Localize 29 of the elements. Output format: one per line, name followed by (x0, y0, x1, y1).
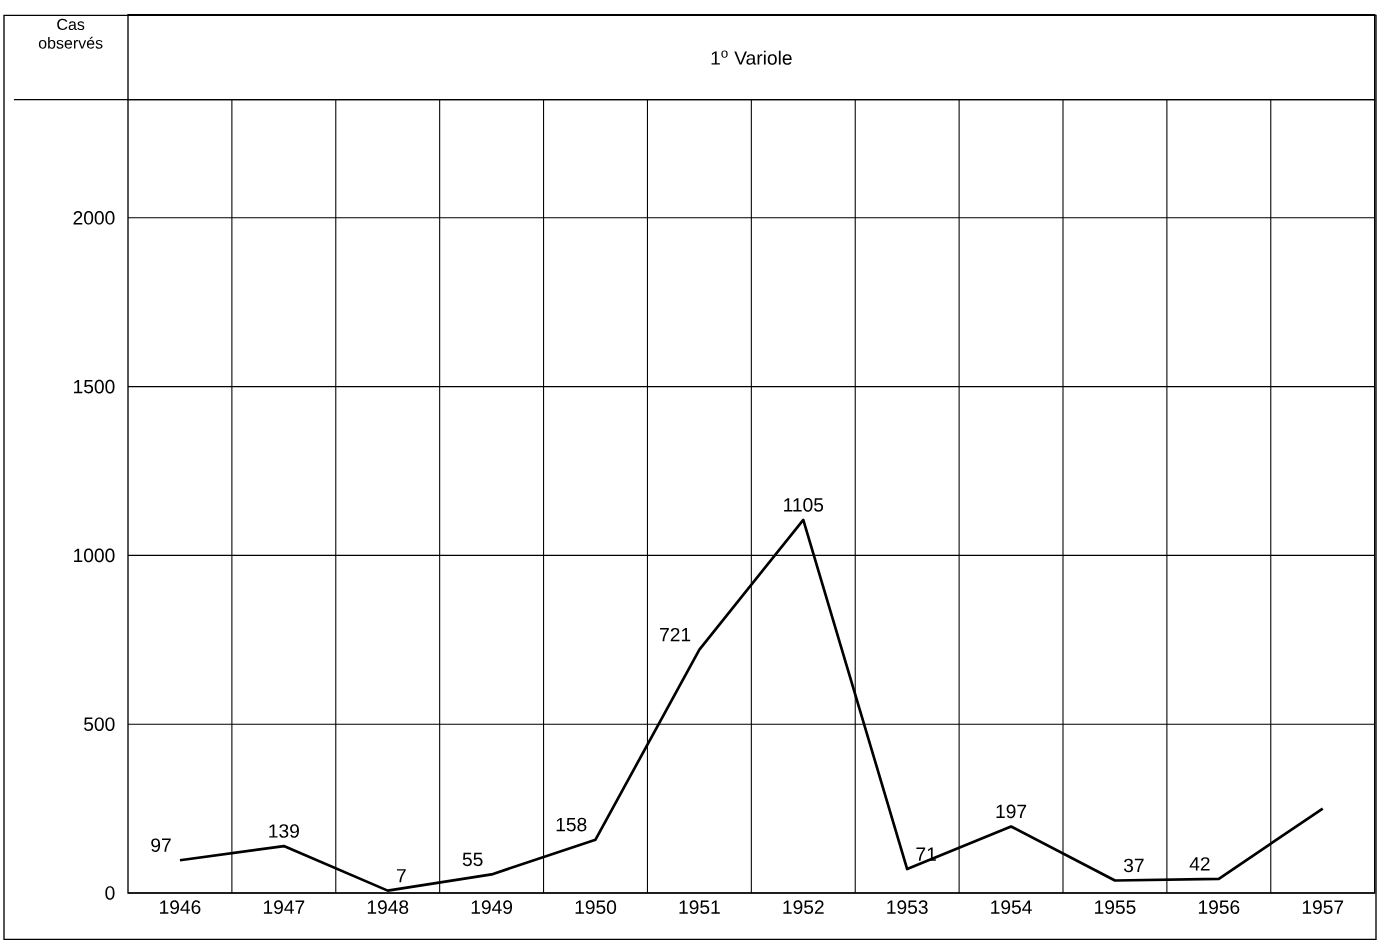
data-label: 158 (556, 817, 587, 832)
x-tick-label: 1955 (1095, 900, 1136, 914)
data-label: 97 (151, 838, 171, 852)
data-label: 1105 (784, 498, 824, 512)
y-tick-label: 0 (105, 886, 115, 900)
y-tick-label: 2000 (73, 211, 115, 225)
data-label: 37 (1123, 858, 1144, 873)
x-tick-label: 1949 (471, 900, 513, 914)
y-axis-title: Cas observés (38, 18, 103, 49)
data-label: 721 (660, 627, 691, 642)
data-label: 55 (462, 852, 483, 867)
x-tick-label: 1947 (263, 900, 305, 914)
x-tick-label: 1950 (575, 900, 617, 914)
data-label: 7 (396, 869, 406, 883)
data-label: 139 (269, 824, 299, 838)
x-tick-label: 1954 (991, 900, 1032, 914)
x-tick-label: 1957 (1302, 900, 1344, 914)
x-tick-label: 1951 (679, 900, 720, 914)
y-tick-label: 1000 (74, 548, 115, 563)
y-tick-label: 500 (84, 717, 115, 731)
x-tick-label: 1956 (1198, 900, 1240, 914)
y-tick-label: 1500 (74, 379, 115, 394)
data-label: 42 (1189, 857, 1210, 871)
x-tick-label: 1948 (367, 900, 409, 914)
data-label: 197 (996, 804, 1027, 819)
x-tick-label: 1952 (783, 900, 824, 914)
x-tick-label: 1953 (887, 900, 928, 914)
x-tick-label: 1946 (160, 900, 201, 914)
chart-title: 1$^{o}$ Variole (711, 50, 792, 65)
